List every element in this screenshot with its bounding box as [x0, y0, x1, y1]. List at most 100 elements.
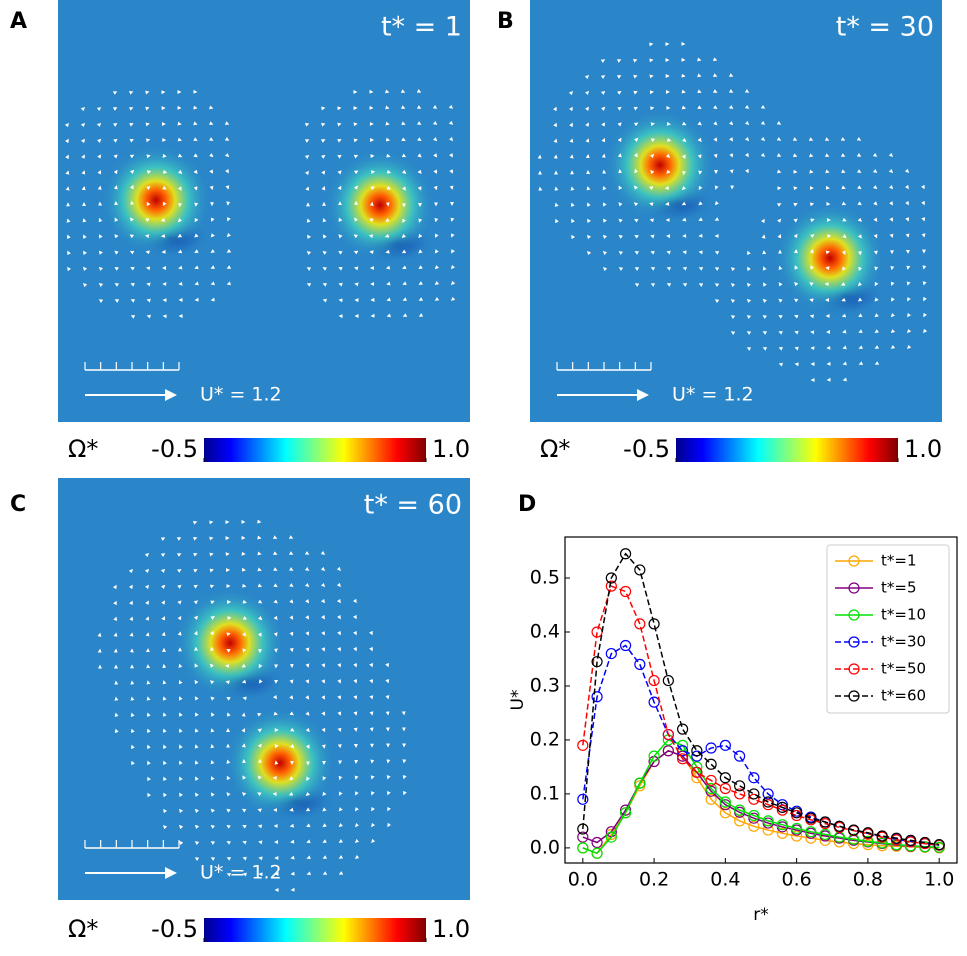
colorbar: [204, 438, 426, 462]
velocity-arrow: [859, 316, 860, 317]
panel-label: B: [497, 9, 514, 34]
velocity-arrow: [763, 299, 764, 300]
velocity-arrow: [164, 601, 165, 602]
field-panel: U* = 1.2t* = 1: [58, 0, 470, 422]
velocity-arrow: [812, 219, 814, 220]
velocity-arrow: [436, 156, 437, 157]
velocity-arrow: [99, 251, 100, 252]
velocity-arrow: [699, 204, 700, 205]
velocity-arrow: [635, 219, 636, 220]
velocity-arrow: [227, 809, 228, 810]
velocity-arrow: [420, 140, 421, 141]
velocity-arrow: [212, 156, 213, 157]
y-tick-label: 0.1: [530, 782, 560, 804]
velocity-arrow: [436, 172, 437, 173]
data-point: [678, 724, 688, 734]
y-tick-label: 0.5: [530, 567, 560, 589]
y-tick-label: 0.4: [530, 620, 560, 642]
velocity-arrow: [146, 235, 148, 236]
velocity-arrow: [115, 251, 116, 252]
velocity-arrow: [619, 203, 620, 204]
velocity-arrow: [243, 809, 244, 810]
velocity-arrow: [258, 809, 260, 810]
velocity-arrow: [164, 585, 165, 586]
velocity-arrow: [419, 268, 420, 269]
velocity-arrow: [683, 172, 684, 174]
velocity-arrow: [211, 697, 212, 698]
velocity-arrow: [875, 300, 876, 301]
velocity-arrow: [259, 666, 260, 668]
velocity-arrow: [795, 266, 796, 268]
velocity-arrow: [195, 697, 196, 698]
velocity-arrow: [875, 316, 876, 317]
velocity-arrow: [604, 139, 605, 140]
velocity-arrow: [779, 299, 780, 300]
velocity-arrow: [668, 140, 670, 141]
velocity-arrow: [339, 794, 340, 795]
velocity-arrow: [227, 793, 228, 794]
velocity-arrow: [436, 140, 437, 141]
y-tick-label: 0.3: [530, 674, 560, 696]
velocity-arrow: [308, 714, 309, 715]
x-tick-label: 0.4: [710, 869, 740, 891]
time-label: t* = 30: [836, 12, 934, 43]
velocity-arrow: [323, 251, 324, 252]
colorbar: [676, 438, 898, 462]
velocity-arrow: [435, 268, 436, 269]
velocity-arrow: [620, 107, 621, 108]
data-point: [735, 751, 745, 761]
velocity-arrow: [404, 156, 405, 157]
vortex-core: [101, 145, 211, 255]
velocity-arrow: [292, 714, 293, 715]
velocity-arrow: [650, 203, 652, 204]
legend-label: t*=1: [881, 552, 917, 570]
velocity-arrow: [355, 251, 356, 252]
velocity-arrow: [340, 171, 341, 172]
vortex-core: [225, 708, 335, 818]
legend-label: t*=50: [881, 660, 926, 678]
panel-label: C: [10, 492, 26, 517]
velocity-arrow: [211, 809, 212, 810]
scale-label: U* = 1.2: [672, 384, 754, 406]
velocity-arrow: [860, 204, 861, 205]
velocity-arrow: [292, 602, 293, 603]
velocity-arrow: [340, 186, 341, 188]
velocity-arrow: [795, 299, 796, 300]
vortex-core: [775, 203, 885, 313]
x-tick-label: 0.8: [853, 869, 883, 891]
velocity-arrow: [620, 123, 621, 124]
x-tick-label: 1.0: [924, 869, 954, 891]
scale-label: U* = 1.2: [200, 862, 282, 884]
velocity-arrow: [116, 139, 117, 140]
velocity-arrow: [891, 300, 892, 301]
velocity-arrow: [292, 586, 293, 587]
velocity-arrow: [276, 602, 277, 603]
legend-label: t*=5: [881, 579, 917, 597]
colorbar-symbol: Ω*: [68, 915, 98, 943]
velocity-arrow: [180, 156, 181, 157]
velocity-arrow: [227, 777, 228, 778]
x-tick-label: 0.0: [568, 869, 598, 891]
velocity-arrow: [386, 236, 388, 237]
velocity-arrow: [842, 300, 844, 301]
velocity-arrow: [604, 107, 605, 108]
colorbar-tick-label: -0.5: [151, 435, 198, 463]
velocity-arrow: [259, 682, 260, 683]
velocity-arrow: [180, 617, 181, 618]
velocity-arrow: [732, 124, 733, 125]
legend-label: t*=60: [881, 687, 926, 705]
data-point: [706, 759, 716, 769]
velocity-arrow: [164, 172, 166, 173]
colorbar-tick-label: 1.0: [432, 435, 470, 463]
velocity-arrow: [419, 252, 420, 253]
velocity-arrow: [420, 156, 421, 157]
velocity-arrow: [435, 252, 436, 253]
velocity-arrow: [435, 236, 436, 237]
velocity-arrow: [876, 204, 877, 205]
velocity-arrow: [812, 250, 813, 252]
velocity-arrow: [195, 220, 196, 221]
velocity-arrow: [323, 235, 324, 236]
velocity-arrow: [292, 618, 293, 619]
velocity-arrow: [891, 316, 892, 317]
velocity-arrow: [211, 648, 212, 650]
